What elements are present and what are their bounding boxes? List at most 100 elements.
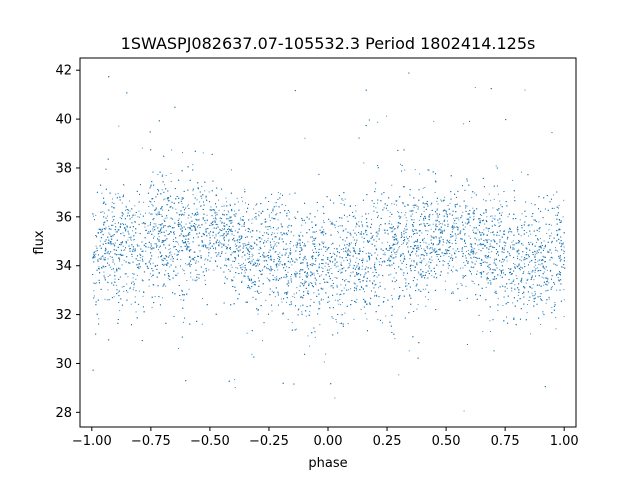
data-point <box>402 274 404 276</box>
data-point <box>219 228 221 230</box>
data-point <box>486 276 488 278</box>
data-point <box>513 279 515 281</box>
data-point <box>348 250 350 252</box>
data-point <box>178 251 180 253</box>
data-point <box>189 265 191 267</box>
data-point <box>148 285 150 287</box>
data-point <box>422 288 424 290</box>
data-point <box>350 288 352 290</box>
data-point <box>184 273 186 275</box>
data-point <box>418 247 420 249</box>
data-point <box>371 282 373 284</box>
data-point <box>409 258 411 260</box>
data-point <box>349 243 351 245</box>
data-point <box>286 248 288 250</box>
data-point <box>428 265 430 267</box>
data-point <box>348 289 350 291</box>
data-point <box>306 262 308 264</box>
data-point <box>276 228 278 230</box>
data-point <box>126 283 128 285</box>
data-point <box>166 260 168 262</box>
data-point <box>492 239 494 241</box>
data-point <box>215 215 217 217</box>
data-point <box>134 205 136 207</box>
data-point <box>243 270 245 272</box>
data-point <box>322 220 324 222</box>
data-point <box>416 251 418 253</box>
data-point <box>437 203 439 205</box>
data-point <box>523 263 525 265</box>
data-point <box>431 251 433 253</box>
data-point <box>123 227 125 229</box>
data-point <box>325 250 327 252</box>
data-point <box>148 231 150 233</box>
data-point <box>498 222 500 224</box>
data-point <box>353 215 355 217</box>
data-point <box>143 201 145 203</box>
data-point <box>488 193 490 195</box>
data-point <box>257 313 259 315</box>
data-point <box>162 209 164 211</box>
data-point <box>465 206 467 208</box>
data-point <box>161 189 163 191</box>
data-point <box>394 338 396 340</box>
data-point <box>323 361 325 363</box>
data-point <box>517 294 519 296</box>
data-point <box>257 265 259 267</box>
data-point <box>413 261 415 263</box>
data-point <box>235 259 237 261</box>
data-point <box>396 204 398 206</box>
data-point <box>122 183 124 185</box>
data-point <box>293 235 295 237</box>
data-point <box>223 228 225 230</box>
data-point <box>353 282 355 284</box>
data-point <box>234 379 236 381</box>
data-point <box>112 224 114 226</box>
data-point <box>470 250 472 252</box>
data-point <box>274 270 276 272</box>
data-point <box>472 229 474 231</box>
data-point <box>500 261 502 263</box>
data-point <box>294 216 296 218</box>
data-point <box>423 211 425 213</box>
data-point <box>263 255 265 257</box>
data-point <box>170 254 172 256</box>
data-point <box>208 244 210 246</box>
data-point <box>164 263 166 265</box>
data-point <box>373 275 375 277</box>
data-point <box>251 256 253 258</box>
data-point <box>228 211 230 213</box>
data-point <box>395 254 397 256</box>
data-point <box>516 265 518 267</box>
data-point <box>197 219 199 221</box>
data-point <box>528 225 530 227</box>
data-point <box>143 291 145 293</box>
data-point <box>392 250 394 252</box>
data-point <box>543 240 545 242</box>
data-point <box>442 241 444 243</box>
data-point <box>101 255 103 257</box>
data-point <box>304 280 306 282</box>
data-point <box>215 233 217 235</box>
data-point <box>200 205 202 207</box>
data-point <box>364 312 366 314</box>
data-point <box>157 174 159 176</box>
data-point <box>377 319 379 321</box>
data-point <box>147 225 149 227</box>
data-point <box>279 252 281 254</box>
data-point <box>301 269 303 271</box>
data-point <box>399 163 401 165</box>
data-point <box>377 202 379 204</box>
data-point <box>530 241 532 243</box>
data-point <box>180 299 182 301</box>
data-point <box>155 213 157 215</box>
data-point <box>159 251 161 253</box>
data-point <box>474 192 476 194</box>
data-point <box>530 233 532 235</box>
data-point <box>406 242 408 244</box>
data-point <box>294 296 296 298</box>
data-point <box>177 250 179 252</box>
data-point <box>549 271 551 272</box>
data-point <box>371 218 373 220</box>
data-point <box>384 261 386 263</box>
